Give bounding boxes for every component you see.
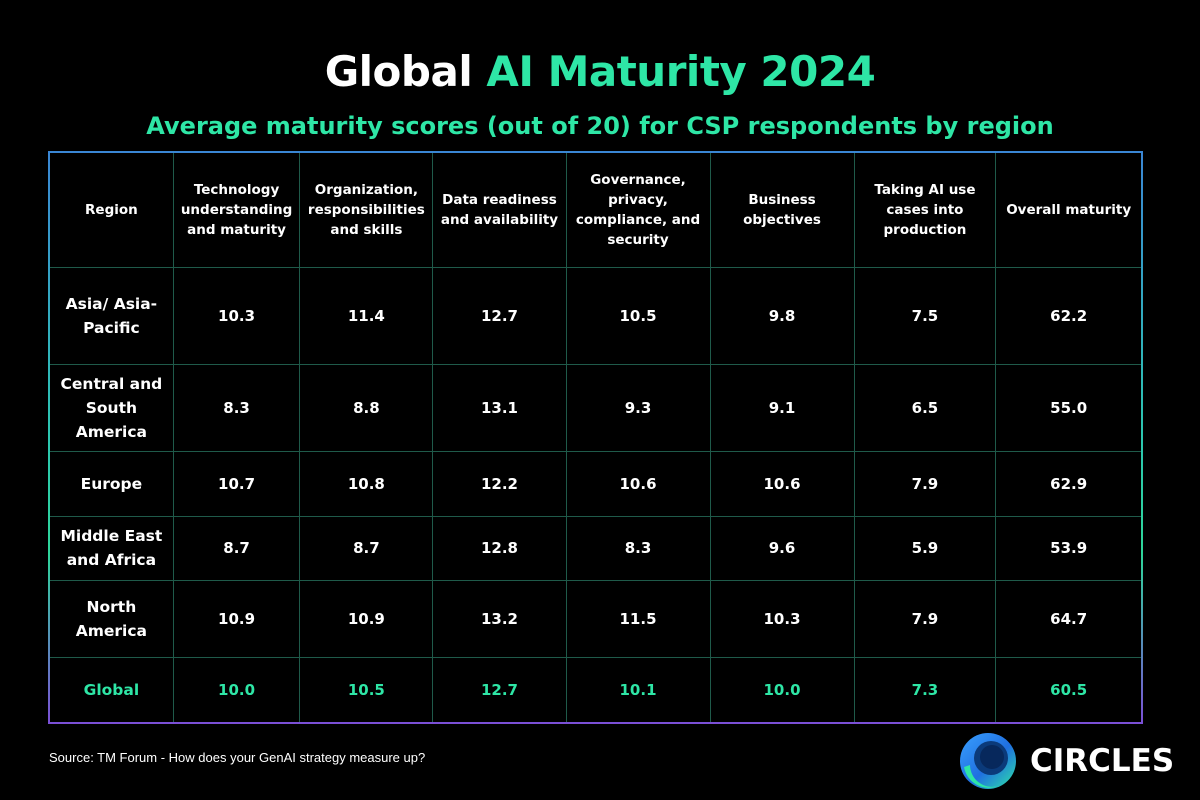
score-cell: 12.8 (432, 515, 567, 581)
score-cell: 11.5 (565, 579, 711, 658)
score-cell: 8.3 (565, 515, 711, 581)
score-cell: 7.3 (853, 656, 997, 722)
score-cell: 13.1 (432, 363, 567, 452)
score-cell: 7.9 (853, 450, 997, 517)
score-cell: 8.8 (299, 363, 434, 452)
table-row: Central and South America 8.3 8.8 13.1 9.3 9.… (50, 363, 1141, 452)
title-part-white: Global (324, 47, 487, 96)
table-row: Asia/ Asia-Pacific 10.3 11.4 12.7 10.5 9.8 7.5… (50, 266, 1141, 365)
table-container: Region Technology understanding and matur… (50, 153, 1141, 722)
score-cell: 12.7 (432, 266, 567, 365)
table-row: North America 10.9 10.9 13.2 11.5 10.3 7.9 64.7 (50, 579, 1141, 658)
column-header-0: Region (50, 153, 174, 268)
column-header-1: Technology understanding and maturity (172, 153, 301, 268)
score-cell: 10.6 (565, 450, 711, 517)
score-cell: 12.2 (432, 450, 567, 517)
score-cell: 53.9 (995, 515, 1141, 581)
column-header-4: Governance, privacy, compliance, and sec… (565, 153, 711, 268)
score-cell: 10.9 (172, 579, 301, 658)
score-cell: 60.5 (995, 656, 1141, 722)
source-note: Source: TM Forum - How does your GenAI s… (49, 750, 426, 765)
score-cell: 55.0 (995, 363, 1141, 452)
column-header-2: Organization, responsibilities and skill… (299, 153, 434, 268)
score-cell: 7.5 (853, 266, 997, 365)
circles-logo-icon (960, 733, 1016, 789)
score-cell: 62.9 (995, 450, 1141, 517)
table-frame: Region Technology understanding and matur… (48, 151, 1143, 724)
region-label: Asia/ Asia-Pacific (50, 266, 174, 365)
title-part-accent: AI Maturity 2024 (486, 47, 876, 96)
global-row: Global 10.0 10.5 12.7 10.1 10.0 7.3 60.5 (50, 656, 1141, 722)
maturity-table: Region Technology understanding and matur… (50, 153, 1141, 722)
header-row: Region Technology understanding and matur… (50, 153, 1141, 268)
score-cell: 12.7 (432, 656, 567, 722)
page-title: Global AI Maturity 2024 (0, 44, 1200, 100)
score-cell: 8.7 (172, 515, 301, 581)
score-cell: 10.0 (172, 656, 301, 722)
score-cell: 6.5 (853, 363, 997, 452)
logo-text: CIRCLES (1030, 743, 1175, 779)
column-header-5: Business objectives (709, 153, 855, 268)
score-cell: 5.9 (853, 515, 997, 581)
region-label: Middle East and Africa (50, 515, 174, 581)
region-label: Central and South America (50, 363, 174, 452)
score-cell: 10.8 (299, 450, 434, 517)
score-cell: 10.9 (299, 579, 434, 658)
score-cell: 64.7 (995, 579, 1141, 658)
column-header-7: Overall maturity (995, 153, 1141, 268)
score-cell: 9.1 (709, 363, 855, 452)
score-cell: 7.9 (853, 579, 997, 658)
score-cell: 10.7 (172, 450, 301, 517)
score-cell: 8.7 (299, 515, 434, 581)
table-row: Europe 10.7 10.8 12.2 10.6 10.6 7.9 62.9 (50, 450, 1141, 517)
score-cell: 11.4 (299, 266, 434, 365)
score-cell: 9.8 (709, 266, 855, 365)
score-cell: 10.3 (709, 579, 855, 658)
score-cell: 10.1 (565, 656, 711, 722)
page-subtitle: Average maturity scores (out of 20) for … (146, 112, 1054, 140)
table-body: Asia/ Asia-Pacific 10.3 11.4 12.7 10.5 9.8 7.5… (50, 266, 1141, 722)
score-cell: 10.5 (299, 656, 434, 722)
column-header-6: Taking AI use cases into production (853, 153, 997, 268)
region-label: North America (50, 579, 174, 658)
score-cell: 10.0 (709, 656, 855, 722)
score-cell: 10.3 (172, 266, 301, 365)
column-header-3: Data readiness and availability (432, 153, 567, 268)
score-cell: 13.2 (432, 579, 567, 658)
table-row: Middle East and Africa 8.7 8.7 12.8 8.3 9.6 5.… (50, 515, 1141, 581)
score-cell: 9.3 (565, 363, 711, 452)
score-cell: 10.5 (565, 266, 711, 365)
score-cell: 9.6 (709, 515, 855, 581)
region-label: Europe (50, 450, 174, 517)
score-cell: 8.3 (172, 363, 301, 452)
score-cell: 10.6 (709, 450, 855, 517)
score-cell: 62.2 (995, 266, 1141, 365)
circles-logo: CIRCLES (958, 730, 1174, 792)
region-label: Global (50, 656, 174, 722)
